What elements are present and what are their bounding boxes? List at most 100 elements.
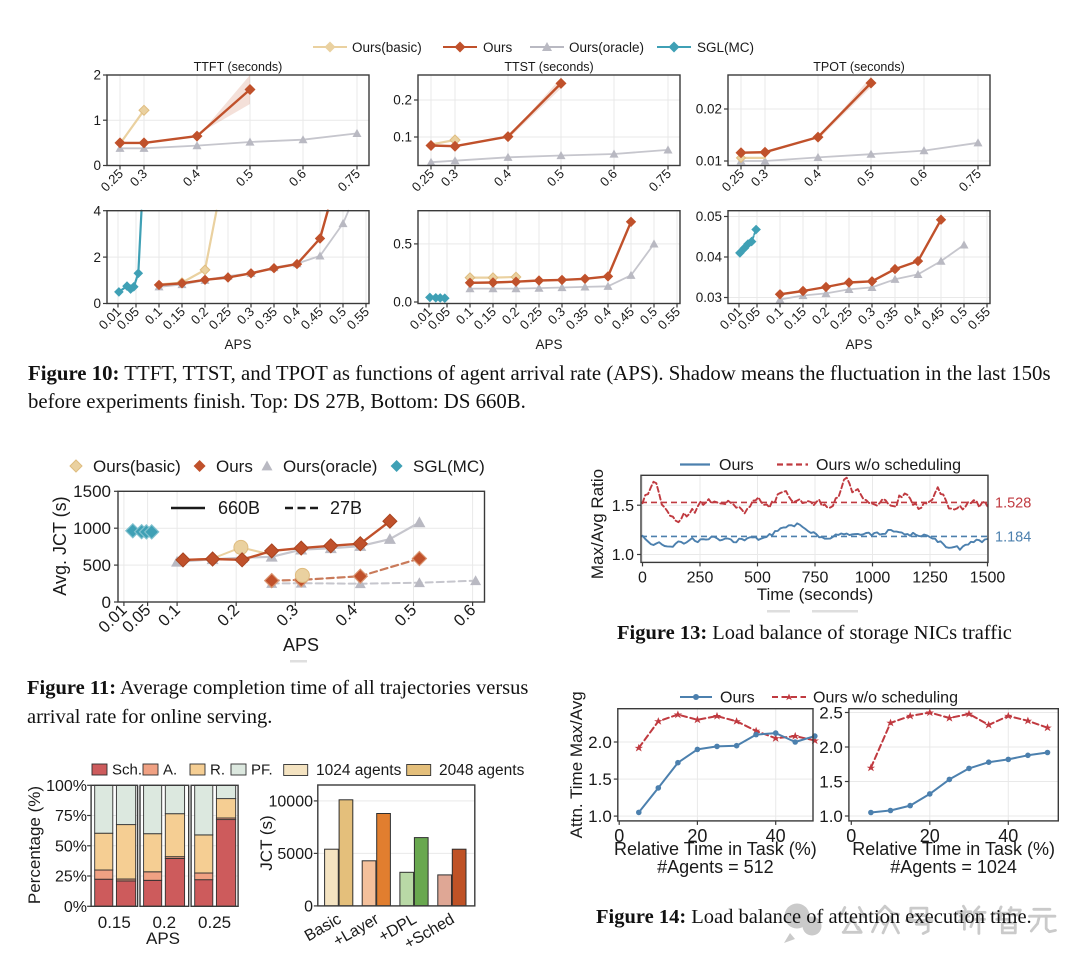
svg-text:0.3: 0.3 bbox=[748, 166, 771, 189]
svg-text:Ours(basic): Ours(basic) bbox=[93, 457, 181, 476]
svg-text:0.5: 0.5 bbox=[854, 166, 877, 189]
svg-text:1.184: 1.184 bbox=[995, 529, 1031, 545]
svg-text:0: 0 bbox=[638, 569, 647, 586]
svg-text:0.4: 0.4 bbox=[180, 166, 203, 189]
svg-text:1.0: 1.0 bbox=[588, 807, 612, 826]
svg-text:0.03: 0.03 bbox=[696, 290, 722, 305]
svg-text:0.15: 0.15 bbox=[98, 913, 131, 932]
svg-text:0.3: 0.3 bbox=[273, 601, 302, 630]
svg-text:0%: 0% bbox=[64, 899, 87, 916]
svg-text:1.528: 1.528 bbox=[995, 495, 1031, 511]
svg-text:A.: A. bbox=[163, 762, 177, 779]
svg-text:0: 0 bbox=[614, 826, 624, 846]
svg-text:100%: 100% bbox=[46, 778, 87, 795]
svg-text:0.25: 0.25 bbox=[517, 304, 546, 333]
svg-text:Relative Time in Task (%): Relative Time in Task (%) bbox=[614, 839, 817, 859]
svg-text:0.2: 0.2 bbox=[214, 601, 243, 630]
svg-text:0.55: 0.55 bbox=[965, 304, 994, 333]
svg-text:1.5: 1.5 bbox=[612, 498, 634, 515]
svg-text:APS: APS bbox=[535, 337, 562, 352]
svg-text:25%: 25% bbox=[55, 869, 87, 886]
svg-text:4: 4 bbox=[93, 203, 101, 218]
svg-text:0.04: 0.04 bbox=[696, 250, 723, 265]
svg-text:APS: APS bbox=[224, 337, 251, 352]
svg-text:2048 agents: 2048 agents bbox=[439, 762, 525, 779]
svg-text:Ours(oracle): Ours(oracle) bbox=[283, 457, 377, 476]
svg-text:0.4: 0.4 bbox=[801, 166, 824, 189]
svg-text:0.25: 0.25 bbox=[719, 166, 748, 195]
svg-text:0: 0 bbox=[102, 593, 111, 612]
svg-text:0.25: 0.25 bbox=[198, 913, 231, 932]
svg-text:#Agents = 1024: #Agents = 1024 bbox=[890, 857, 1017, 877]
svg-text:750: 750 bbox=[802, 569, 829, 586]
svg-text:0: 0 bbox=[93, 296, 101, 311]
svg-text:0.45: 0.45 bbox=[609, 304, 638, 333]
svg-text:0.2: 0.2 bbox=[393, 93, 412, 108]
svg-text:0.02: 0.02 bbox=[696, 102, 722, 117]
svg-text:1000: 1000 bbox=[73, 519, 111, 538]
svg-text:APS: APS bbox=[283, 635, 319, 655]
svg-text:1.5: 1.5 bbox=[588, 770, 612, 789]
svg-text:20: 20 bbox=[920, 826, 940, 846]
svg-text:0.15: 0.15 bbox=[781, 304, 810, 333]
svg-text:SGL(MC): SGL(MC) bbox=[413, 457, 485, 476]
svg-text:Ours: Ours bbox=[216, 457, 253, 476]
svg-text:0.05: 0.05 bbox=[114, 304, 143, 333]
svg-text:0.45: 0.45 bbox=[919, 304, 948, 333]
svg-text:0.05: 0.05 bbox=[425, 304, 454, 333]
svg-text:0.45: 0.45 bbox=[298, 304, 327, 333]
svg-text:10000: 10000 bbox=[269, 794, 314, 811]
svg-text:1.0: 1.0 bbox=[819, 807, 843, 826]
svg-text:APS: APS bbox=[845, 337, 872, 352]
svg-text:5000: 5000 bbox=[277, 846, 313, 863]
svg-text:#Agents = 512: #Agents = 512 bbox=[657, 857, 774, 877]
svg-text:Max/Avg Ratio: Max/Avg Ratio bbox=[588, 469, 607, 579]
svg-text:0.25: 0.25 bbox=[206, 304, 235, 333]
svg-text:Ours: Ours bbox=[483, 40, 513, 55]
svg-text:0.1: 0.1 bbox=[393, 130, 412, 145]
svg-text:0.35: 0.35 bbox=[563, 304, 592, 333]
svg-text:40: 40 bbox=[766, 826, 786, 846]
svg-text:Ours: Ours bbox=[720, 690, 755, 707]
svg-text:0.35: 0.35 bbox=[873, 304, 902, 333]
svg-text:R.: R. bbox=[210, 762, 225, 779]
svg-text:0.5: 0.5 bbox=[544, 166, 567, 189]
svg-text:TTST (seconds): TTST (seconds) bbox=[504, 60, 593, 74]
svg-text:0: 0 bbox=[93, 158, 101, 173]
svg-text:0.05: 0.05 bbox=[119, 601, 154, 636]
svg-text:0: 0 bbox=[304, 899, 313, 916]
svg-text:0.55: 0.55 bbox=[344, 304, 373, 333]
svg-text:2.5: 2.5 bbox=[819, 704, 843, 723]
svg-text:500: 500 bbox=[744, 569, 771, 586]
svg-text:20: 20 bbox=[687, 826, 707, 846]
svg-text:0.6: 0.6 bbox=[597, 166, 620, 189]
svg-text:Ours(basic): Ours(basic) bbox=[352, 40, 422, 55]
svg-text:0.1: 0.1 bbox=[155, 601, 184, 630]
svg-text:Ours: Ours bbox=[719, 457, 754, 474]
svg-text:1.5: 1.5 bbox=[819, 773, 843, 792]
svg-text:0.01: 0.01 bbox=[696, 154, 722, 169]
svg-text:0.3: 0.3 bbox=[127, 166, 150, 189]
svg-text:Attn. Time Max/Avg: Attn. Time Max/Avg bbox=[567, 691, 586, 838]
svg-text:1: 1 bbox=[93, 113, 101, 128]
svg-text:50%: 50% bbox=[55, 838, 87, 855]
svg-text:Ours(oracle): Ours(oracle) bbox=[569, 40, 644, 55]
svg-text:0.55: 0.55 bbox=[655, 304, 684, 333]
svg-text:JCT (s): JCT (s) bbox=[257, 815, 276, 870]
svg-text:250: 250 bbox=[687, 569, 714, 586]
svg-text:Avg. JCT (s): Avg. JCT (s) bbox=[50, 496, 70, 595]
svg-text:Time (seconds): Time (seconds) bbox=[757, 585, 874, 604]
svg-text:0.75: 0.75 bbox=[646, 166, 675, 195]
svg-text:0: 0 bbox=[846, 826, 856, 846]
svg-text:0.0: 0.0 bbox=[393, 295, 412, 310]
svg-text:TPOT (seconds): TPOT (seconds) bbox=[813, 60, 904, 74]
svg-text:0.05: 0.05 bbox=[735, 304, 764, 333]
svg-text:APS: APS bbox=[146, 929, 180, 948]
svg-text:0.35: 0.35 bbox=[252, 304, 281, 333]
svg-text:2.0: 2.0 bbox=[819, 738, 843, 757]
svg-text:1250: 1250 bbox=[912, 569, 948, 586]
svg-text:500: 500 bbox=[83, 556, 111, 575]
svg-text:75%: 75% bbox=[55, 808, 87, 825]
svg-text:40: 40 bbox=[998, 826, 1018, 846]
svg-text:Ours w/o scheduling: Ours w/o scheduling bbox=[816, 457, 961, 474]
